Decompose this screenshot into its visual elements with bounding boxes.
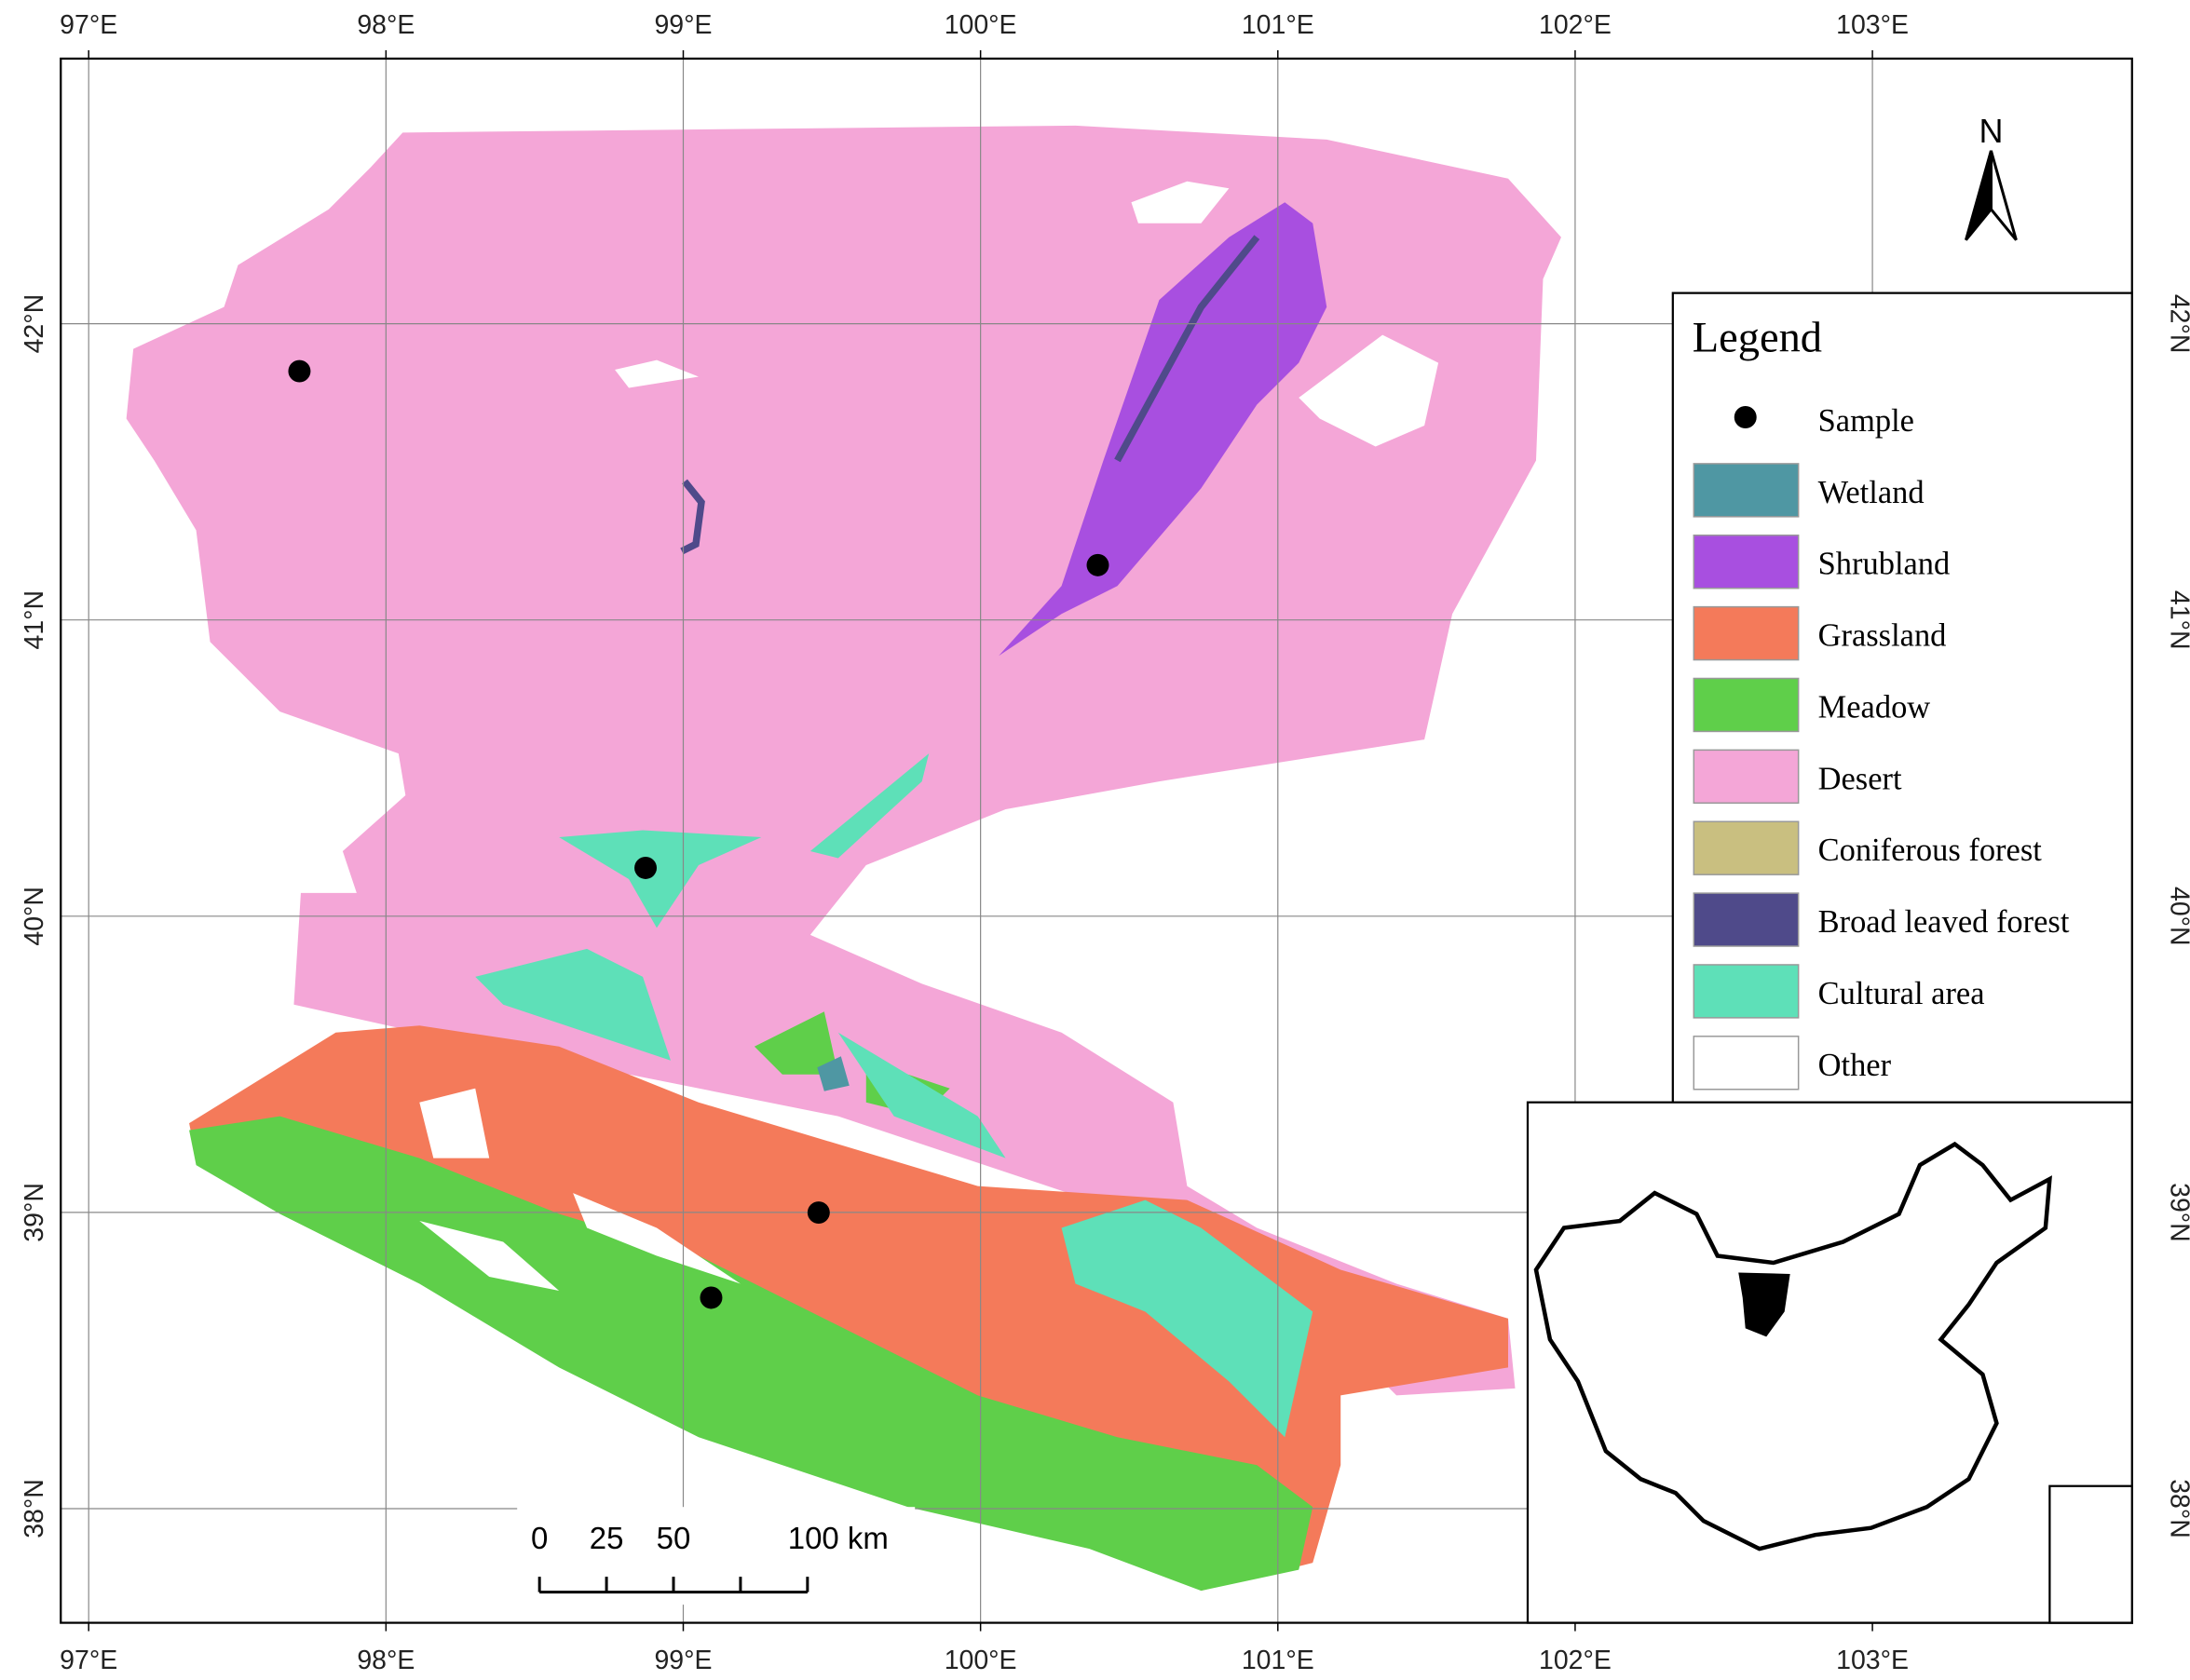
scale-label: 25 <box>590 1521 624 1555</box>
legend-label: Meadow <box>1818 689 1931 725</box>
longitude-label-top: 99°E <box>654 10 712 40</box>
legend-label: Other <box>1818 1048 1892 1083</box>
latitude-label-right: 42°N <box>2165 294 2190 354</box>
legend-swatch <box>1693 892 1800 947</box>
legend-swatch <box>1693 964 1800 1019</box>
legend-swatch <box>1693 463 1800 518</box>
north-arrow: N <box>1965 112 2018 241</box>
legend-swatch <box>1693 535 1800 589</box>
legend: Legend Sample Wetland Shrubland Grassland Me… <box>1671 291 2133 1106</box>
longitude-label-bottom: 100°E <box>945 1646 1017 1675</box>
longitude-label-bottom: 97°E <box>60 1646 117 1675</box>
china-outline <box>1533 1141 2052 1551</box>
scale-label: 0 <box>531 1521 548 1555</box>
legend-label: Shrubland <box>1818 547 1951 582</box>
latitude-label-left: 38°N <box>20 1479 49 1538</box>
sample-point <box>807 1201 830 1225</box>
legend-swatch <box>1693 820 1800 875</box>
shrubland-area <box>999 202 1327 657</box>
broad-leaved-forest-strip <box>680 235 1260 555</box>
legend-label: Desert <box>1818 761 1902 796</box>
longitude-label-top: 103°E <box>1836 10 1909 40</box>
longitude-label-top: 100°E <box>945 10 1017 40</box>
scale-label: 100 km <box>788 1521 889 1555</box>
south-china-sea-box <box>2048 1484 2133 1624</box>
scale-bar-background <box>517 1507 916 1605</box>
study-area <box>1738 1272 1790 1337</box>
longitude-label-bottom: 103°E <box>1836 1646 1909 1675</box>
latitude-label-right: 40°N <box>2165 887 2190 946</box>
legend-label: Grassland <box>1818 618 1947 654</box>
longitude-label-bottom: 99°E <box>654 1646 712 1675</box>
legend-label: Wetland <box>1818 475 1925 510</box>
latitude-label-right: 38°N <box>2165 1479 2190 1538</box>
longitude-label-top: 101°E <box>1242 10 1314 40</box>
sample-point <box>1086 553 1109 576</box>
latitude-label-left: 42°N <box>20 294 49 354</box>
latitude-label-right: 39°N <box>2165 1183 2190 1242</box>
legend-swatch <box>1693 677 1800 733</box>
samples <box>288 359 1109 1309</box>
sample-point <box>700 1286 723 1309</box>
sample-point <box>634 856 658 879</box>
latitude-label-left: 39°N <box>20 1183 49 1242</box>
longitude-label-top: 98°E <box>357 10 415 40</box>
graticule: 97°E 97°E 98°E 98°E 99°E 99°E 100°E 100°E 101°E 1… <box>20 10 2190 1675</box>
legend-label: Broad leaved forest <box>1818 904 2070 940</box>
legend-swatch <box>1693 1036 1800 1091</box>
legend-label: Sample <box>1818 403 1914 439</box>
longitude-label-bottom: 101°E <box>1242 1646 1314 1675</box>
latitude-label-right: 41°N <box>2165 590 2190 650</box>
wetland-patch <box>817 1056 850 1091</box>
latitude-label-left: 40°N <box>20 887 49 946</box>
latitude-label-left: 41°N <box>20 590 49 650</box>
longitude-label-bottom: 102°E <box>1539 1646 1612 1675</box>
longitude-label-bottom: 98°E <box>357 1646 415 1675</box>
cultural-area <box>475 753 1313 1438</box>
sample-point <box>288 359 311 383</box>
legend-label: Cultural area <box>1818 976 1985 1011</box>
land-cover <box>126 125 1561 1592</box>
legend-swatch <box>1693 605 1800 661</box>
scale-label: 50 <box>657 1521 691 1555</box>
longitude-label-top: 102°E <box>1539 10 1612 40</box>
legend-title: Legend <box>1693 315 1822 362</box>
legend-label: Coniferous forest <box>1818 833 2043 868</box>
scale-bar: 0 25 50 100 km <box>517 1507 916 1605</box>
longitude-label-top: 97°E <box>60 10 117 40</box>
legend-swatch <box>1693 749 1800 805</box>
legend-symbol <box>1734 406 1757 428</box>
inset-map <box>1526 1101 2133 1624</box>
north-label: N <box>1979 112 2003 150</box>
